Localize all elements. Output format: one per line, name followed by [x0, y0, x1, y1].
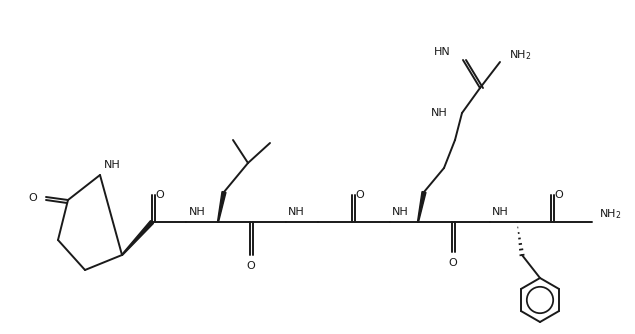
Polygon shape — [417, 192, 426, 222]
Text: O: O — [246, 261, 255, 271]
Text: O: O — [554, 190, 563, 200]
Text: NH: NH — [288, 207, 305, 217]
Text: NH: NH — [492, 207, 509, 217]
Text: NH$_2$: NH$_2$ — [599, 207, 621, 221]
Polygon shape — [122, 221, 154, 255]
Text: NH: NH — [189, 207, 206, 217]
Text: O: O — [156, 190, 164, 200]
Text: O: O — [448, 258, 457, 268]
Text: HN: HN — [434, 47, 451, 57]
Text: O: O — [356, 190, 364, 200]
Polygon shape — [218, 192, 226, 222]
Text: NH$_2$: NH$_2$ — [509, 48, 531, 62]
Text: O: O — [29, 193, 37, 203]
Text: NH: NH — [392, 207, 409, 217]
Text: NH: NH — [431, 108, 448, 118]
Text: NH: NH — [104, 160, 121, 170]
